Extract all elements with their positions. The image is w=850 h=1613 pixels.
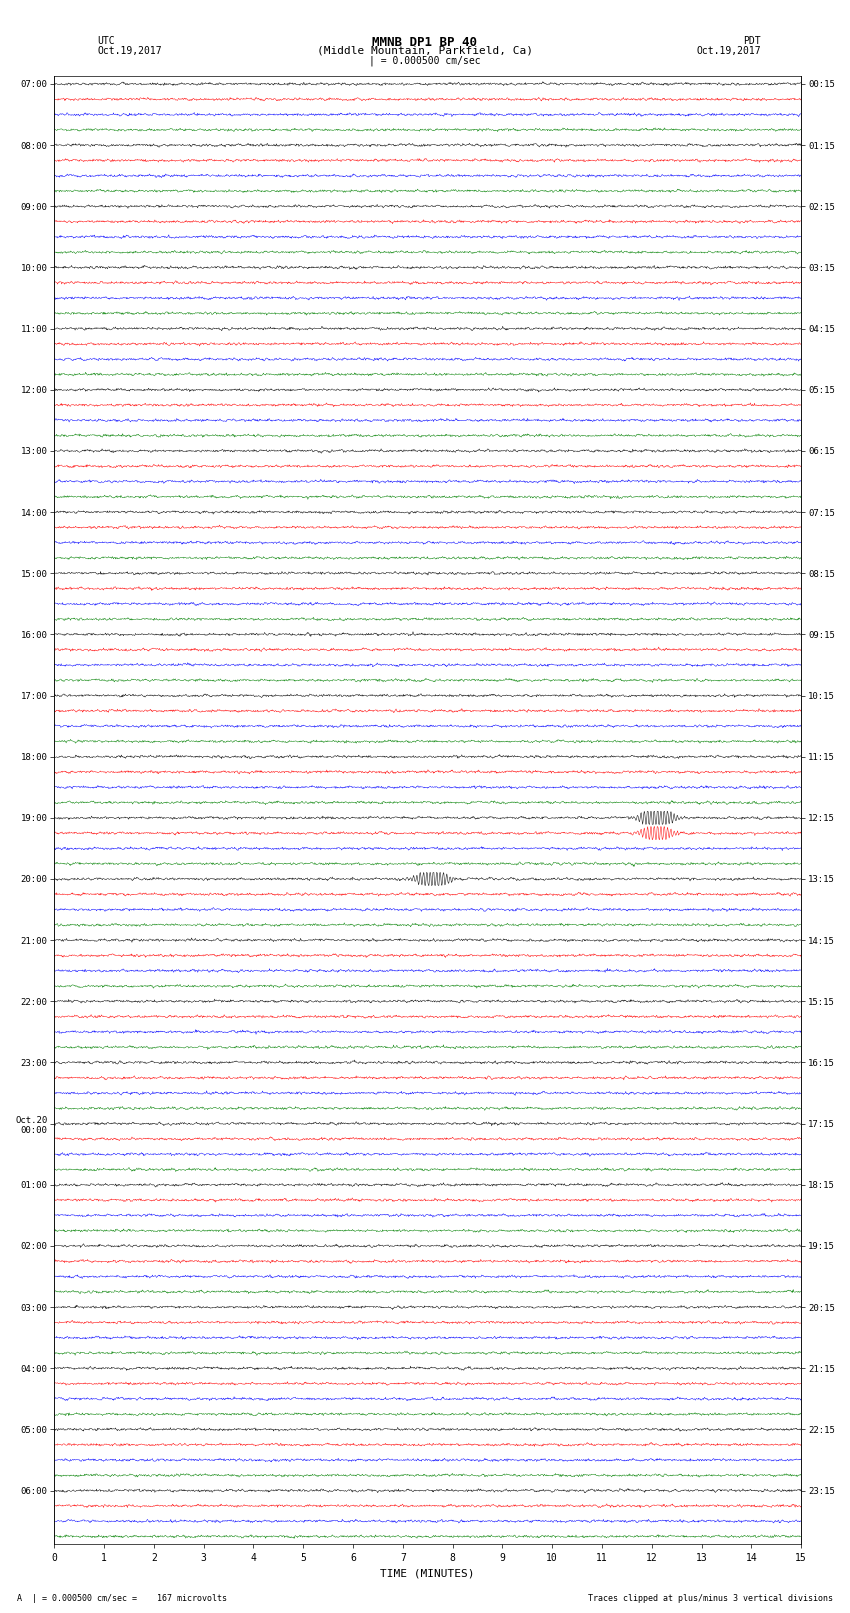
Text: A  | = 0.000500 cm/sec =    167 microvolts: A | = 0.000500 cm/sec = 167 microvolts [17, 1594, 227, 1603]
Text: PDT: PDT [743, 37, 761, 47]
X-axis label: TIME (MINUTES): TIME (MINUTES) [381, 1569, 475, 1579]
Text: (Middle Mountain, Parkfield, Ca): (Middle Mountain, Parkfield, Ca) [317, 45, 533, 56]
Text: Oct.19,2017: Oct.19,2017 [696, 45, 761, 56]
Text: | = 0.000500 cm/sec: | = 0.000500 cm/sec [369, 56, 481, 66]
Text: MMNB DP1 BP 40: MMNB DP1 BP 40 [372, 37, 478, 50]
Text: Oct.19,2017: Oct.19,2017 [98, 45, 162, 56]
Text: UTC: UTC [98, 37, 116, 47]
Text: Traces clipped at plus/minus 3 vertical divisions: Traces clipped at plus/minus 3 vertical … [588, 1594, 833, 1603]
